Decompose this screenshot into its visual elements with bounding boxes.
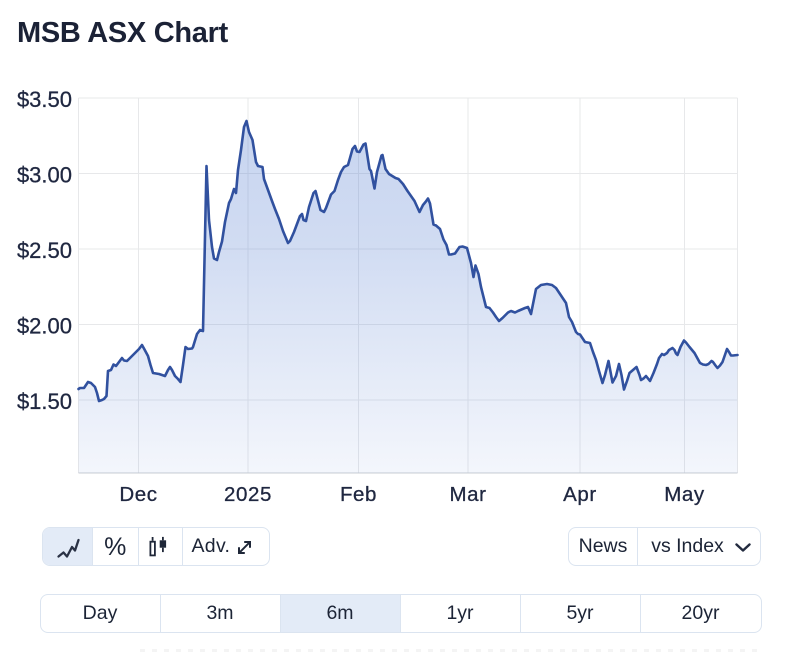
svg-text:$2.00: $2.00: [17, 314, 72, 339]
svg-text:$2.50: $2.50: [17, 238, 72, 263]
svg-text:$3.00: $3.00: [17, 163, 72, 188]
svg-text:May: May: [664, 483, 705, 506]
svg-text:$3.50: $3.50: [17, 87, 72, 112]
svg-text:2025: 2025: [224, 483, 272, 506]
svg-text:Feb: Feb: [340, 483, 377, 506]
svg-text:Apr: Apr: [563, 483, 597, 506]
svg-text:$1.50: $1.50: [17, 389, 72, 414]
svg-text:Mar: Mar: [449, 483, 486, 506]
svg-text:Dec: Dec: [119, 483, 157, 506]
